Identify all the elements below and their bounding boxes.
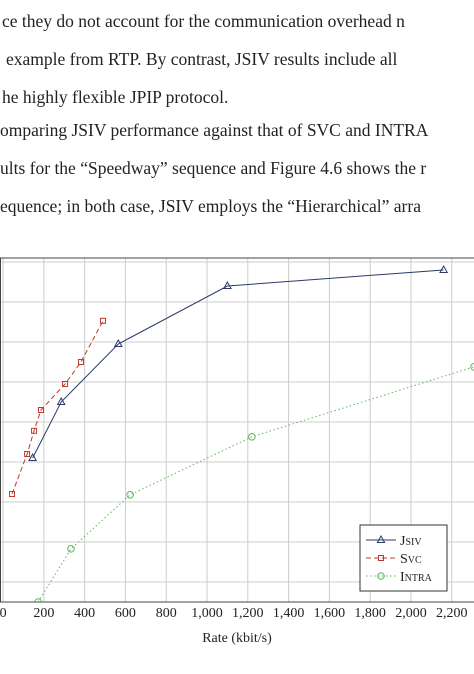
text-line: omparing JSIV performance against that o… (0, 120, 429, 140)
text-line: equence; in both case, JSIV employs the … (0, 196, 421, 216)
marker (222, 280, 232, 289)
marker (113, 338, 123, 347)
x-tick-label: 400 (74, 606, 95, 621)
x-tick-label: 2,000 (395, 606, 427, 621)
x-tick-label: 200 (33, 606, 54, 621)
legend-label: Svc (400, 552, 422, 567)
legend-label: Jsiv (400, 534, 422, 549)
legend: Jsiv Svc Intra (359, 524, 448, 592)
x-tick-label: 800 (156, 606, 177, 621)
x-tick-label: 1,200 (232, 606, 264, 621)
marker (376, 534, 386, 543)
paragraph: ce they do not account for the communica… (0, 11, 429, 216)
series-line (32, 269, 444, 459)
marker (77, 359, 84, 365)
text-line: he highly flexible JPIP protocol. (2, 87, 228, 107)
marker (248, 433, 256, 441)
x-tick-label: 1,400 (273, 606, 305, 621)
marker (126, 491, 134, 499)
marker (378, 555, 384, 561)
text-line: example from RTP. By contrast, JSIV resu… (6, 49, 397, 69)
text-line: ults for the “Speedway” sequence and Fig… (0, 158, 426, 178)
series-line (11, 320, 104, 495)
marker (31, 427, 38, 434)
x-tick-label: 1,800 (354, 606, 386, 621)
text-line: ce they do not account for the communica… (2, 11, 405, 31)
marker (67, 545, 75, 553)
marker (470, 363, 474, 371)
x-tick-label: 600 (115, 606, 136, 621)
x-tick-label: 0 (0, 606, 7, 621)
marker (439, 264, 449, 273)
chart: 0 200 400 600 800 1,000 1,200 1,400 1,600 1,800 2,… (0, 257, 474, 646)
x-tick-label: 1,000 (191, 606, 223, 621)
marker (24, 451, 31, 457)
marker (56, 396, 66, 405)
marker (34, 598, 42, 603)
marker (28, 452, 38, 461)
marker (99, 317, 106, 324)
legend-label: Intra (400, 570, 433, 585)
x-axis-label: Rate (kbit/s) (202, 631, 272, 646)
marker (37, 407, 44, 413)
plot-area (9, 264, 474, 603)
marker (377, 572, 385, 580)
marker (9, 491, 16, 497)
x-tick-label: 1,600 (314, 606, 346, 621)
marker (62, 381, 69, 387)
x-tick-label: 2,200 (436, 606, 468, 621)
